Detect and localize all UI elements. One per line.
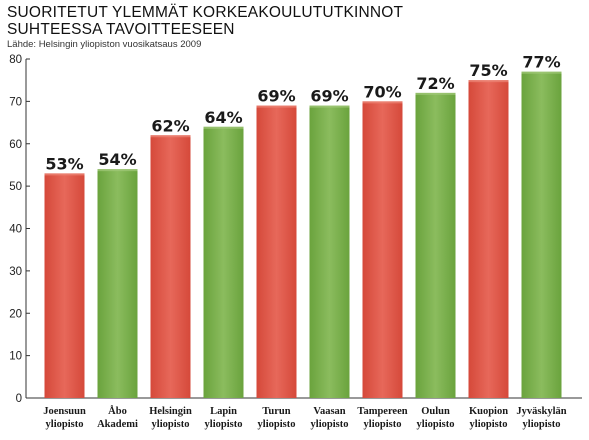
y-tick-label: 40 xyxy=(9,224,22,236)
bar-value-label: 75% xyxy=(469,61,507,80)
bar xyxy=(256,105,297,399)
bar-value-label: 69% xyxy=(310,87,348,106)
category-label-line-1: Oulun xyxy=(421,406,450,417)
category-label-line-2: yliopisto xyxy=(205,419,243,430)
bar-highlight xyxy=(362,101,403,104)
y-tick-label: 20 xyxy=(9,308,22,320)
bar xyxy=(309,105,350,399)
category-label-line-1: Kuopion xyxy=(469,406,508,417)
category-label-line-1: Joensuun xyxy=(43,406,86,417)
bar-value-label: 69% xyxy=(257,87,295,106)
bar xyxy=(44,173,85,398)
category-label-line-2: yliopisto xyxy=(152,419,190,430)
category-label-line-2: yliopisto xyxy=(470,419,508,430)
bar xyxy=(521,71,562,399)
x-axis-labels: Joensuun yliopisto Åbo Akademi Helsingin ylio… xyxy=(43,405,567,430)
bar-value-label: 54% xyxy=(98,150,136,169)
bar-value-label: 62% xyxy=(151,116,189,135)
category-label-line-1: Åbo xyxy=(108,405,127,417)
bar-highlight xyxy=(97,169,138,172)
category-label-line-1: Vaasan xyxy=(313,406,345,417)
bar-series xyxy=(44,71,562,399)
chart-title-line-1: SUORITETUT YLEMMÄT KORKEAKOULUTUTKINNOT xyxy=(7,4,404,21)
bar xyxy=(415,92,456,399)
category-label-line-1: Jyväskylän xyxy=(516,406,566,417)
y-tick-label: 60 xyxy=(9,139,22,151)
category-label-line-2: yliopisto xyxy=(364,419,402,430)
category-label-line-2: yliopisto xyxy=(523,419,561,430)
bar-value-label: 72% xyxy=(416,74,454,93)
category-label-line-2: yliopisto xyxy=(417,419,455,430)
bar-highlight xyxy=(415,92,456,95)
chart-title-line-2: SUHTEESSA TAVOITTEESEEN xyxy=(7,21,235,38)
bar-highlight xyxy=(468,80,509,83)
y-tick-label: 30 xyxy=(9,266,22,278)
bar-value-labels: 53% 54% 62% 64% 69% 69% 70% 72% 75% 77% xyxy=(45,53,560,174)
category-label-line-2: yliopisto xyxy=(46,419,84,430)
bar xyxy=(468,80,509,398)
y-tick-label: 10 xyxy=(9,351,22,363)
bar-highlight xyxy=(309,105,350,108)
y-tick-label: 80 xyxy=(9,54,22,66)
category-label-line-2: yliopisto xyxy=(311,419,349,430)
bar xyxy=(97,169,138,398)
y-tick-label: 50 xyxy=(9,181,22,193)
bar-highlight xyxy=(256,105,297,108)
category-label-line-1: Turun xyxy=(262,406,290,417)
bar xyxy=(150,135,191,398)
bar-highlight xyxy=(521,71,562,74)
y-tick-label: 70 xyxy=(9,96,22,108)
bar-value-label: 77% xyxy=(522,53,560,72)
bar xyxy=(203,126,244,399)
bar-highlight xyxy=(44,173,85,176)
bar-value-label: 64% xyxy=(204,108,242,127)
bar-highlight xyxy=(203,126,244,129)
category-label-line-1: Tampereen xyxy=(357,406,407,417)
category-label-line-2: Akademi xyxy=(97,419,138,430)
category-label-line-1: Lapin xyxy=(210,406,237,417)
bar-value-label: 53% xyxy=(45,154,83,173)
category-label-line-1: Helsingin xyxy=(149,406,192,417)
chart-source: Lähde: Helsingin yliopiston vuosikatsaus… xyxy=(7,39,202,50)
chart-title: SUORITETUT YLEMMÄT KORKEAKOULUTUTKINNOT … xyxy=(7,4,403,38)
y-tick-label: 0 xyxy=(16,393,22,405)
bar-value-label: 70% xyxy=(363,82,401,101)
bar xyxy=(362,101,403,398)
category-label-line-2: yliopisto xyxy=(258,419,296,430)
bar-highlight xyxy=(150,135,191,138)
